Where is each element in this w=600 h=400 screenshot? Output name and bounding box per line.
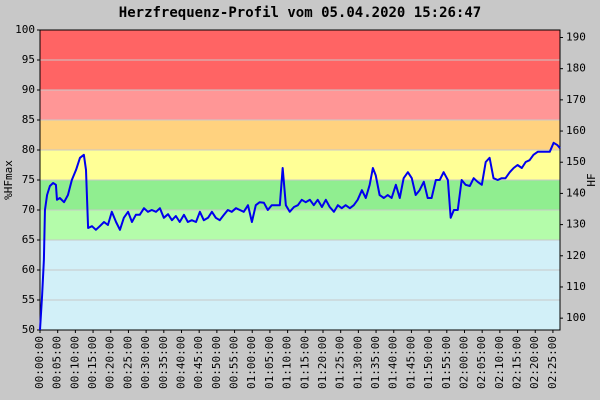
- x-tick-label: 00:35:00: [157, 336, 170, 389]
- y-tick-label: 60: [22, 263, 35, 276]
- x-tick-label: 01:35:00: [369, 336, 382, 389]
- x-tick-label: 00:25:00: [121, 336, 134, 389]
- y2-tick-label: 180: [566, 62, 586, 75]
- x-tick-label: 02:20:00: [528, 336, 541, 389]
- x-tick-label: 00:00:00: [33, 336, 46, 389]
- y-tick-label: 90: [22, 83, 35, 96]
- y2-axis-label: HF: [585, 173, 598, 186]
- x-tick-label: 00:50:00: [210, 336, 223, 389]
- hr-line: [39, 141, 561, 331]
- x-tick-label: 01:55:00: [440, 336, 453, 389]
- x-tick-label: 02:15:00: [511, 336, 524, 389]
- y2-tick-label: 170: [566, 93, 586, 106]
- x-tick-label: 01:25:00: [334, 336, 347, 389]
- x-tick-label: 00:45:00: [192, 336, 205, 389]
- x-tick-label: 02:00:00: [457, 336, 470, 389]
- x-tick-label: 00:10:00: [68, 336, 81, 389]
- x-tick-label: 01:30:00: [351, 336, 364, 389]
- x-tick-label: 01:00:00: [245, 336, 258, 389]
- y-tick-label: 55: [22, 293, 35, 306]
- zone: [40, 150, 560, 180]
- zone: [40, 120, 560, 150]
- y-tick-label: 65: [22, 233, 35, 246]
- zone: [40, 90, 560, 120]
- x-tick-label: 00:20:00: [104, 336, 117, 389]
- y-tick-label: 85: [22, 113, 35, 126]
- x-tick-label: 01:40:00: [387, 336, 400, 389]
- x-tick-label: 01:15:00: [298, 336, 311, 389]
- y2-tick-label: 110: [566, 280, 586, 293]
- zone: [40, 180, 560, 210]
- y-tick-label: 70: [22, 203, 35, 216]
- plot-frame: [39, 29, 561, 331]
- x-tick-label: 01:05:00: [263, 336, 276, 389]
- x-tick-label: 00:55:00: [228, 336, 241, 389]
- y-tick-label: 50: [22, 323, 35, 336]
- x-tick-label: 01:45:00: [404, 336, 417, 389]
- x-tick-label: 02:25:00: [546, 336, 559, 389]
- y2-tick-label: 190: [566, 30, 586, 43]
- y-axis-label: %HFmax: [2, 160, 15, 200]
- chart-title: Herzfrequenz-Profil vom 05.04.2020 15:26…: [119, 5, 481, 21]
- y-tick-label: 95: [22, 53, 35, 66]
- x-tick-label: 00:05:00: [51, 336, 64, 389]
- x-tick-label: 00:15:00: [86, 336, 99, 389]
- y-tick-label: 75: [22, 173, 35, 186]
- y-tick-label: 80: [22, 143, 35, 156]
- y2-tick-label: 160: [566, 124, 586, 137]
- x-tick-label: 00:30:00: [139, 336, 152, 389]
- y2-tick-label: 150: [566, 155, 586, 168]
- x-tick-label: 01:50:00: [422, 336, 435, 389]
- x-tick-label: 00:40:00: [174, 336, 187, 389]
- y2-tick-label: 100: [566, 311, 586, 324]
- x-tick-label: 01:10:00: [281, 336, 294, 389]
- y2-tick-label: 140: [566, 186, 586, 199]
- x-tick-label: 01:20:00: [316, 336, 329, 389]
- y2-tick-label: 120: [566, 249, 586, 262]
- x-tick-label: 02:05:00: [475, 336, 488, 389]
- y-tick-label: 100: [15, 23, 35, 36]
- x-tick-label: 02:10:00: [493, 336, 506, 389]
- y2-tick-label: 130: [566, 218, 586, 231]
- zone: [40, 240, 560, 330]
